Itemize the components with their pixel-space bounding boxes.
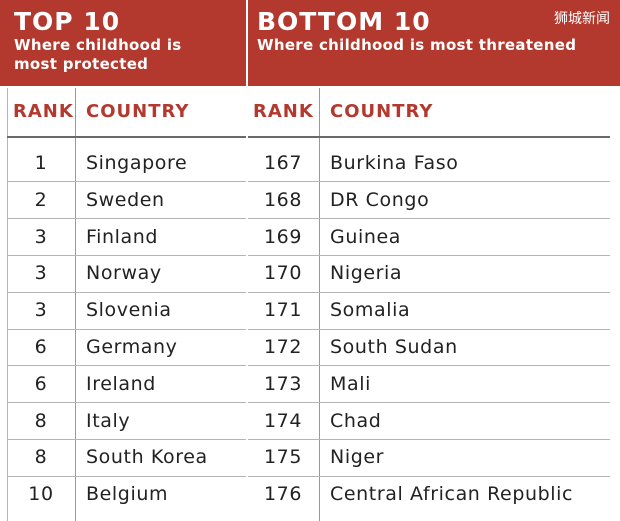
top-banner: TOP 10 Where childhood is most protected [0, 0, 246, 86]
bottom-row-rule [248, 402, 610, 404]
bottom-rank-cell: 170 [263, 262, 303, 285]
bottom-rank-cell: 172 [263, 336, 303, 358]
top-country-cell: Italy [86, 409, 131, 432]
bottom-rank-header: RANK [253, 101, 314, 122]
bottom-rank-cell: 173 [263, 372, 303, 395]
bottom-country-cell: Niger [330, 446, 385, 469]
top-rank-cell: 3 [34, 225, 48, 248]
top-country-cell: Norway [86, 262, 162, 285]
bottom-subtitle: Where childhood is most threatened [257, 36, 577, 54]
bottom-rank-cell: 171 [263, 299, 303, 322]
bottom-row-rule [248, 218, 610, 220]
bottom-country-cell: Mali [330, 372, 371, 395]
top-subtitle-line2: most protected [14, 55, 149, 73]
bottom-header-rule [248, 136, 610, 138]
bottom-row-rule [248, 365, 610, 367]
bottom-country-cell: Burkina Faso [330, 152, 459, 174]
top-header-rule [7, 136, 246, 138]
column-separator-left [75, 88, 76, 521]
bottom-rank-cell: 168 [263, 188, 303, 211]
column-separator-right [319, 88, 320, 521]
bottom-country-cell: Central African Republic [330, 483, 574, 506]
top-rank-cell: 3 [34, 299, 48, 322]
top-rank-cell: 10 [28, 483, 54, 506]
top-rank-cell: 6 [34, 336, 48, 358]
bottom-country-cell: Chad [330, 409, 382, 432]
top-row-rule [7, 218, 246, 220]
top-title: TOP 10 [14, 7, 121, 36]
top-row-rule [7, 181, 246, 183]
bottom-row-rule [248, 254, 610, 256]
bottom-country-header: COUNTRY [330, 101, 434, 122]
top-country-cell: Germany [86, 336, 178, 358]
bottom-row-rule [248, 181, 610, 183]
bottom-row-rule [248, 291, 610, 293]
left-border [7, 88, 8, 521]
bottom-row-rule [248, 438, 610, 440]
bottom-rank-cell: 167 [263, 152, 303, 174]
bottom-banner: BOTTOM 10 Where childhood is most threat… [248, 0, 620, 86]
table-divider [246, 0, 248, 521]
top-rank-cell: 8 [34, 446, 48, 469]
bottom-country-cell: DR Congo [330, 188, 430, 211]
top-country-cell: South Korea [86, 446, 208, 469]
bottom-country-cell: Nigeria [330, 262, 403, 285]
top-country-cell: Finland [86, 225, 159, 248]
top-row-rule [7, 291, 246, 293]
top-row-rule [7, 254, 246, 256]
bottom-country-cell: South Sudan [330, 336, 458, 358]
top-rank-header: RANK [13, 101, 74, 122]
top-country-header: COUNTRY [86, 101, 190, 122]
top-row-rule [7, 328, 246, 330]
bottom-row-rule [248, 328, 610, 330]
top-subtitle-line1: Where childhood is [14, 36, 182, 54]
bottom-rank-cell: 174 [263, 409, 303, 432]
top-rank-cell: 2 [34, 188, 48, 211]
top-row-rule [7, 365, 246, 367]
top-country-cell: Belgium [86, 483, 169, 506]
bottom-rank-cell: 175 [263, 446, 303, 469]
bottom-country-cell: Somalia [330, 299, 411, 322]
top-rank-cell: 3 [34, 262, 48, 285]
top-row-rule [7, 475, 246, 477]
top-country-cell: Slovenia [86, 299, 172, 322]
bottom-title: BOTTOM 10 [257, 7, 431, 36]
top-row-rule [7, 438, 246, 440]
bottom-country-cell: Guinea [330, 225, 402, 248]
top-rank-cell: 1 [34, 152, 48, 174]
top-country-cell: Singapore [86, 152, 188, 174]
top-row-rule [7, 402, 246, 404]
bottom-row-rule [248, 475, 610, 477]
bottom-rank-cell: 169 [263, 225, 303, 248]
watermark: 狮城新闻 [554, 11, 610, 27]
top-rank-cell: 8 [34, 409, 48, 432]
top-country-cell: Ireland [86, 372, 156, 395]
bottom-rank-cell: 176 [263, 483, 303, 506]
top-rank-cell: 6 [34, 372, 48, 395]
top-country-cell: Sweden [86, 188, 165, 211]
